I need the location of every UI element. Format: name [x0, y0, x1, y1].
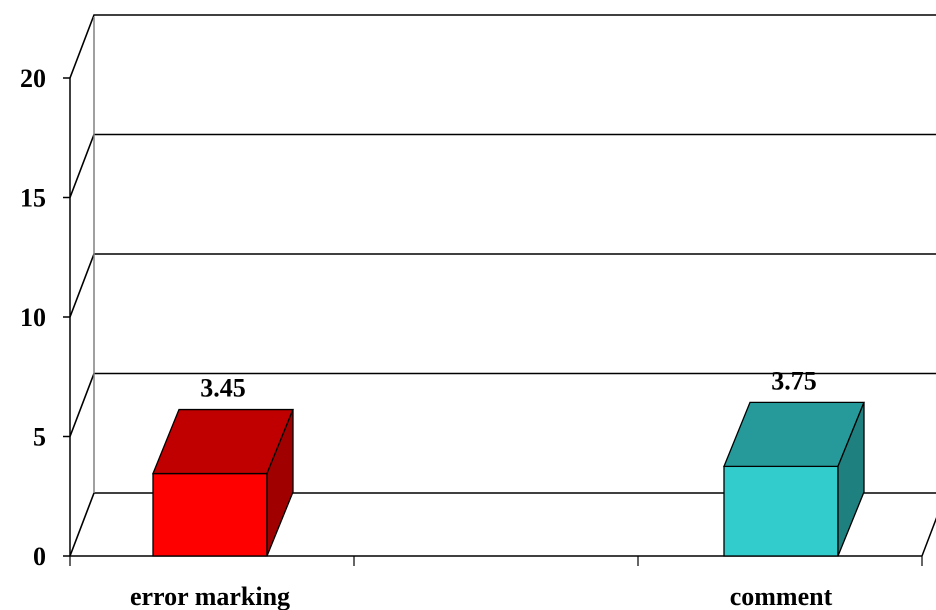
bar-side: [837, 402, 865, 557]
data-label: 3.45: [200, 374, 246, 403]
y-tick-label: 15: [20, 184, 46, 213]
floor-right-edge: [921, 517, 936, 557]
bar-error-marking: [152, 408, 294, 557]
bar-comment: [723, 401, 865, 557]
y-tick-labels: 0 5 10 15 20: [20, 64, 46, 571]
y-tick-label: 20: [20, 64, 46, 93]
gridline-15: [69, 133, 936, 198]
x-category-labels: error marking comment: [130, 582, 833, 610]
gridline-10: [69, 253, 936, 318]
x-category-label: comment: [730, 582, 833, 610]
data-label: 3.75: [771, 366, 817, 395]
y-tick-label: 5: [33, 423, 46, 452]
data-labels: 3.45 3.75: [200, 366, 817, 402]
bar-side: [266, 409, 294, 557]
x-category-label: error marking: [130, 582, 290, 610]
gridline-20: [69, 14, 936, 79]
bar-front: [152, 472, 268, 557]
bars: [152, 401, 865, 557]
y-tick-label: 10: [20, 303, 46, 332]
y-tick-label: 0: [33, 542, 46, 571]
bar-front: [723, 465, 839, 557]
